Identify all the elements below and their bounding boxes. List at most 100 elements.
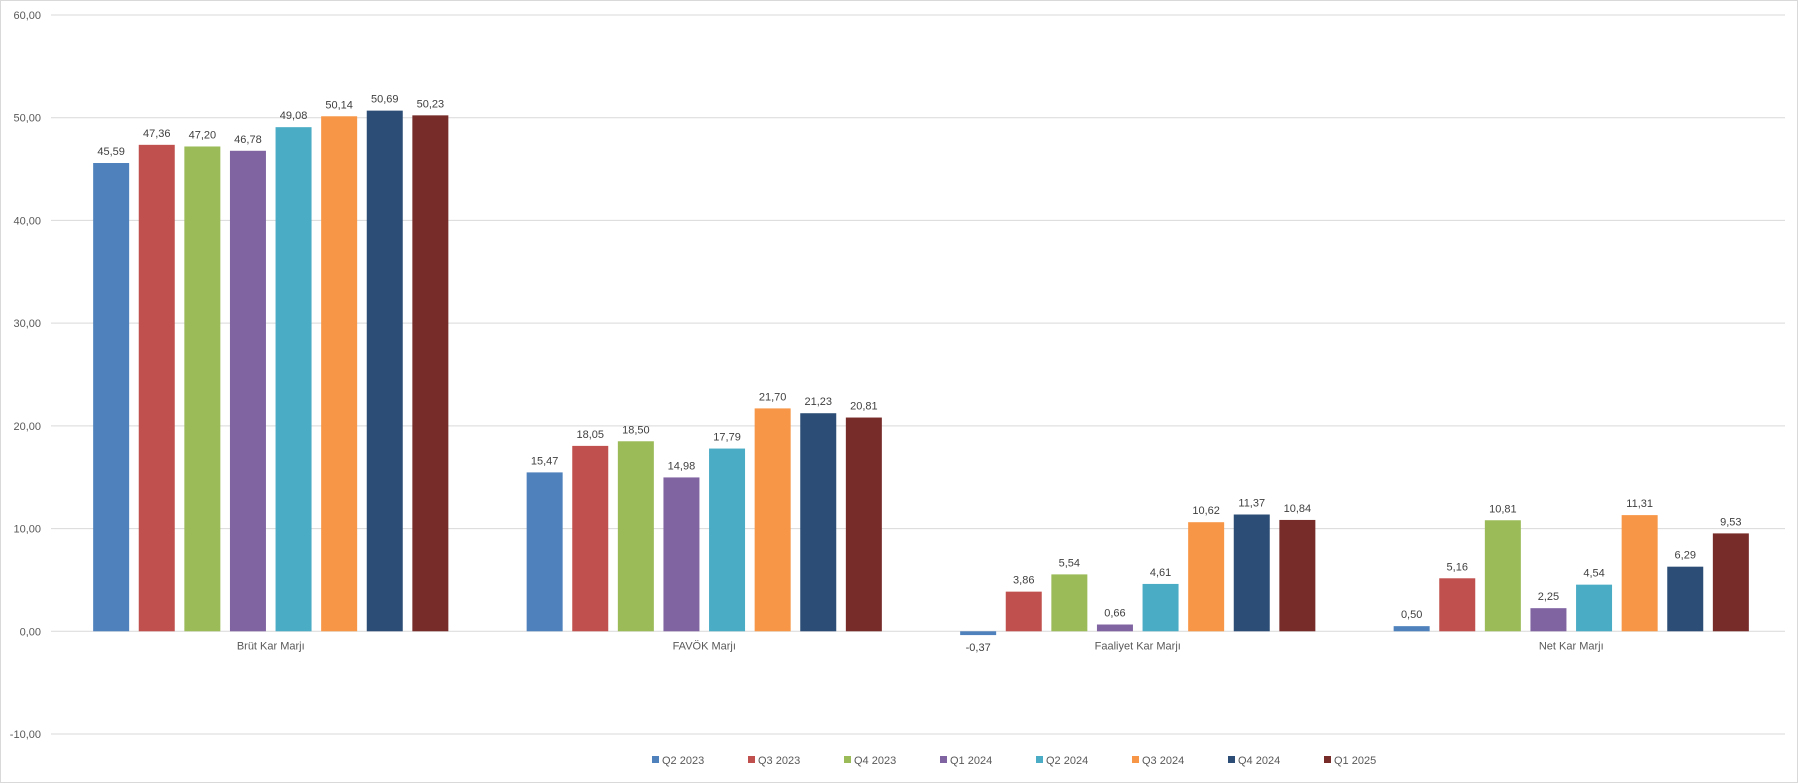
data-label: 47,20	[189, 129, 217, 141]
legend-item[interactable]: Q4 2023	[844, 755, 896, 767]
legend-label: Q4 2024	[1238, 755, 1280, 767]
data-label: 11,37	[1238, 497, 1265, 509]
bar	[845, 417, 882, 632]
legend-swatch	[652, 756, 659, 763]
legend-item[interactable]: Q3 2023	[748, 755, 800, 767]
data-label: 50,69	[371, 94, 399, 106]
category-label: Faaliyet Kar Marjı	[1095, 640, 1181, 652]
y-tick-label: 30,00	[13, 318, 41, 330]
legend-label: Q2 2024	[1046, 755, 1088, 767]
bar	[1096, 624, 1133, 632]
data-label: 6,29	[1675, 550, 1696, 562]
data-label: 17,79	[713, 432, 741, 444]
data-label: 11,31	[1626, 498, 1653, 510]
data-label: 14,98	[668, 460, 696, 472]
bar	[1621, 515, 1658, 632]
data-label: 10,84	[1284, 503, 1312, 515]
data-label: 5,54	[1059, 557, 1080, 569]
y-tick-label: 20,00	[13, 421, 41, 433]
y-tick-label: -10,00	[10, 729, 41, 741]
data-label: 50,23	[417, 98, 445, 110]
data-label: 10,81	[1489, 503, 1517, 515]
legend-swatch	[1132, 756, 1139, 763]
data-label: 15,47	[531, 455, 559, 467]
data-label: 20,81	[850, 401, 878, 413]
bar	[1576, 584, 1613, 632]
legend-item[interactable]: Q3 2024	[1132, 755, 1184, 767]
bar	[572, 445, 609, 632]
legend-item[interactable]: Q2 2024	[1036, 755, 1088, 767]
legend-swatch	[1036, 756, 1043, 763]
legend-label: Q3 2023	[758, 755, 800, 767]
category-label: FAVÖK Marjı	[673, 640, 736, 652]
bar	[184, 146, 221, 632]
data-label: 4,61	[1150, 567, 1171, 579]
bar	[800, 413, 837, 632]
bar	[709, 448, 746, 632]
bar	[617, 441, 654, 632]
bar	[93, 163, 130, 632]
y-tick-label: 0,00	[20, 626, 41, 638]
legend-item[interactable]: Q4 2024	[1228, 755, 1280, 767]
legend-item[interactable]: Q1 2024	[940, 755, 992, 767]
bar	[1439, 578, 1476, 632]
bar	[960, 631, 997, 636]
bar	[275, 127, 312, 632]
legend-label: Q3 2024	[1142, 755, 1184, 767]
y-tick-label: 50,00	[13, 113, 41, 125]
legend-swatch	[844, 756, 851, 763]
data-label: 21,23	[804, 396, 832, 408]
bar	[526, 472, 563, 632]
bar	[321, 116, 358, 632]
data-labels: 45,59 47,36 47,20 46,78 49,08 50,14 50,69 50,23…	[97, 94, 1741, 654]
bar	[1188, 522, 1225, 632]
bar	[1005, 591, 1042, 632]
data-label: 47,36	[143, 128, 171, 140]
data-label: 46,78	[234, 134, 262, 146]
legend-swatch	[940, 756, 947, 763]
data-label: 10,62	[1192, 505, 1220, 517]
bar	[754, 408, 791, 632]
legend-label: Q1 2024	[950, 755, 992, 767]
category-label: Brüt Kar Marjı	[237, 640, 305, 652]
legend-swatch	[1228, 756, 1235, 763]
bar	[663, 477, 700, 632]
legend-label: Q1 2025	[1334, 755, 1376, 767]
data-label: 45,59	[97, 146, 125, 158]
data-label: 18,05	[576, 429, 604, 441]
legend[interactable]: Q2 2023 Q3 2023 Q4 2023 Q1 2024 Q2 2024 Q3 20…	[652, 755, 1376, 767]
data-label: 0,66	[1104, 608, 1125, 620]
y-tick-label: 60,00	[13, 10, 41, 22]
bar	[1667, 566, 1704, 632]
bar	[138, 144, 175, 632]
data-label: 9,53	[1720, 516, 1741, 528]
data-label: 3,86	[1013, 575, 1034, 587]
data-label: 0,50	[1401, 609, 1422, 621]
data-label: -0,37	[966, 642, 991, 654]
data-label: 4,54	[1583, 568, 1604, 580]
legend-item[interactable]: Q1 2025	[1324, 755, 1376, 767]
data-label: 5,16	[1447, 561, 1468, 573]
bars	[93, 110, 1749, 636]
category-label: Net Kar Marjı	[1539, 640, 1604, 652]
legend-label: Q4 2023	[854, 755, 896, 767]
y-axis-ticks: -10,00 0,00 10,00 20,00 30,00 40,00 50,00 60,00	[10, 10, 41, 741]
data-label: 2,25	[1538, 591, 1559, 603]
legend-swatch	[1324, 756, 1331, 763]
bar	[1393, 626, 1430, 632]
data-label: 18,50	[622, 424, 650, 436]
legend-item[interactable]: Q2 2023	[652, 755, 704, 767]
bar	[1051, 574, 1088, 632]
data-label: 21,70	[759, 391, 787, 403]
category-labels: Brüt Kar Marjı FAVÖK Marjı Faaliyet Kar Ma…	[237, 640, 1604, 652]
y-tick-label: 10,00	[13, 524, 41, 536]
legend-label: Q2 2023	[662, 755, 704, 767]
legend-swatch	[748, 756, 755, 763]
bar	[1142, 583, 1179, 632]
bar	[1233, 514, 1270, 632]
bar	[412, 115, 449, 632]
y-tick-label: 40,00	[13, 215, 41, 227]
bar	[366, 110, 403, 632]
